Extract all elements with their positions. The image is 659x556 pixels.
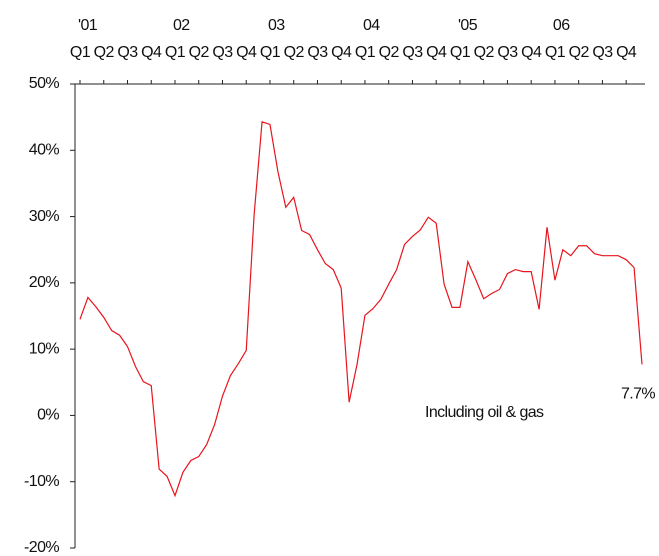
x-tick-label: Q2 [284,44,305,61]
y-tick-label: 0% [37,407,59,424]
x-tick-label: Q4 [426,44,447,61]
y-tick-label: 40% [29,142,60,159]
y-tick-label: -20% [24,539,59,556]
x-tick-label: Q1 [450,44,471,61]
x-tick-label: Q2 [94,44,115,61]
x-tick-label: Q4 [331,44,352,61]
x-tick-label: Q3 [497,44,518,61]
x-tick-label: Q3 [212,44,233,61]
x-tick-label: Q1 [70,44,91,61]
x-tick-label: Q1 [260,44,281,61]
x-tick-label: Q4 [521,44,542,61]
x-tick-label: Q4 [616,44,637,61]
x-tick-label: Q2 [569,44,590,61]
x-tick-label: Q3 [117,44,138,61]
x-tick-label: Q3 [402,44,423,61]
x-tick-label: Q1 [355,44,376,61]
x-tick-label: Q1 [165,44,186,61]
series-line [79,120,643,498]
y-tick-label: 20% [29,274,60,291]
x-tick-label: Q1 [545,44,566,61]
x-tick-label: Q4 [236,44,257,61]
y-tick-label: 30% [29,208,60,225]
x-tick-label: Q2 [474,44,495,61]
y-tick-label: 10% [29,340,60,357]
year-label: '05 [458,17,478,34]
year-label: 03 [268,17,285,34]
x-tick-label: Q4 [141,44,162,61]
value-label: 7.7% [621,386,655,403]
y-tick-label: -10% [24,473,59,490]
y-tick-label: 50% [29,75,60,92]
year-label: 06 [553,17,570,34]
year-label: '01 [78,17,98,34]
x-tick-label: Q3 [307,44,328,61]
x-tick-label: Q3 [592,44,613,61]
x-tick-label: Q2 [379,44,400,61]
year-label: 02 [173,17,190,34]
x-tick-label: Q2 [189,44,210,61]
year-label: 04 [363,17,380,34]
annotation: Including oil & gas [425,404,544,421]
